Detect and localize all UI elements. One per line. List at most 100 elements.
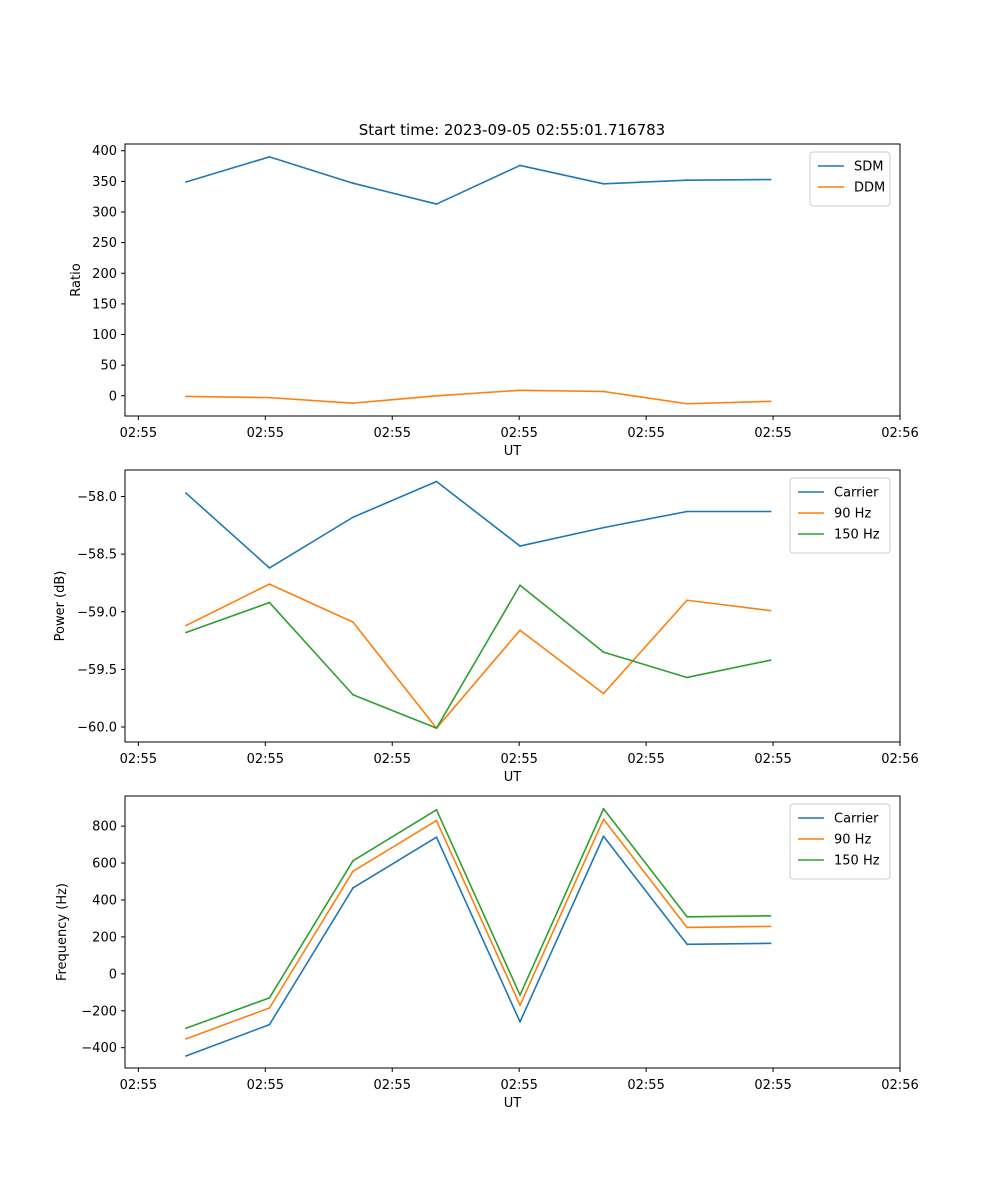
y-tick-label: 600 [92, 857, 117, 872]
data-point-sdm [769, 178, 772, 181]
legend-label: 90 Hz [834, 507, 871, 522]
data-point-150-hz [519, 994, 521, 996]
x-tick-label: 02:55 [754, 426, 791, 441]
y-tick-label: 800 [92, 820, 117, 835]
x-tick-label: 02:55 [500, 752, 537, 767]
data-point-90-hz [519, 1004, 521, 1007]
data-point-150-hz [352, 693, 354, 696]
data-point-90-hz [519, 629, 521, 632]
data-point-90-hz [602, 692, 605, 695]
data-point-carrier [268, 567, 271, 569]
y-tick-label: 200 [92, 930, 117, 945]
legend-label: DDM [854, 181, 885, 196]
x-tick-label: 02:55 [120, 1078, 157, 1093]
x-tick-label: 02:55 [374, 1078, 411, 1093]
x-tick-label: 02:55 [627, 426, 664, 441]
x-tick-label: 02:55 [754, 752, 791, 767]
data-point-sdm [519, 164, 521, 167]
data-point-150-hz [185, 631, 187, 634]
data-point-carrier [519, 545, 521, 547]
y-tick-label: 0 [109, 389, 117, 404]
data-point-sdm [352, 182, 354, 185]
x-tick-label: 02:55 [627, 1078, 664, 1093]
data-point-90-hz [185, 1037, 187, 1040]
y-tick-label: 350 [92, 175, 117, 190]
data-point-90-hz [769, 925, 772, 928]
data-point-carrier [185, 1055, 187, 1057]
data-point-carrier [435, 836, 438, 839]
y-tick-label: 200 [92, 267, 117, 282]
y-tick-label: −200 [81, 1004, 117, 1019]
axes-frame [124, 795, 901, 1069]
x-tick-label: 02:55 [754, 1078, 791, 1093]
y-axis-label: Power (dB) [53, 571, 68, 642]
x-axis-label: UT [504, 770, 522, 785]
data-point-ddm [268, 396, 271, 399]
data-point-ddm [602, 390, 605, 393]
data-point-sdm [686, 179, 688, 182]
data-point-carrier [602, 526, 605, 529]
data-point-90-hz [352, 870, 354, 873]
data-point-carrier [435, 480, 438, 483]
chart-1: 0 50 100 150 200 250 300 350 400 02:55 02:55 02:55 0… [69, 143, 919, 459]
data-point-150-hz [769, 659, 772, 662]
x-tick-label: 02:56 [881, 426, 918, 441]
data-point-carrier [686, 943, 688, 946]
data-point-carrier [686, 510, 688, 513]
x-tick-label: 02:55 [500, 426, 537, 441]
data-point-90-hz [602, 818, 605, 821]
y-axis-label: Ratio [69, 263, 84, 296]
y-tick-label: 250 [92, 236, 117, 251]
data-point-150-hz [519, 584, 521, 587]
x-tick-label: 02:55 [247, 426, 284, 441]
data-point-90-hz [686, 926, 688, 929]
data-point-150-hz [352, 859, 354, 862]
data-point-90-hz [435, 819, 438, 822]
x-tick-label: 02:56 [881, 752, 918, 767]
axes-frame [124, 469, 901, 743]
data-point-ddm [435, 394, 438, 397]
y-tick-label: 100 [92, 328, 117, 343]
data-point-150-hz [268, 601, 271, 604]
data-point-150-hz [435, 808, 438, 811]
x-tick-label: 02:55 [247, 1078, 284, 1093]
chart-2: −58.0 −58.5 −59.0 −59.5 −60.0 02:55 02:55 02:55… [53, 469, 919, 785]
figure-title: Start time: 2023-09-05 02:55:01.716783 [359, 121, 665, 139]
data-point-150-hz [686, 915, 688, 918]
data-point-ddm [352, 402, 354, 405]
x-axis-label: UT [504, 444, 522, 459]
data-point-ddm [686, 402, 688, 405]
x-tick-label: 02:55 [120, 426, 157, 441]
series-line-ddm [185, 389, 771, 405]
data-point-carrier [519, 1020, 521, 1023]
x-tick-label: 02:55 [247, 752, 284, 767]
legend-label: Carrier [834, 812, 879, 827]
x-tick-label: 02:55 [500, 1078, 537, 1093]
data-point-90-hz [185, 624, 187, 627]
y-tick-label: 0 [109, 967, 117, 982]
legend-label: SDM [854, 160, 883, 175]
data-point-150-hz [185, 1027, 187, 1030]
data-point-sdm [435, 203, 438, 205]
legend-label: 90 Hz [834, 833, 871, 848]
data-point-carrier [352, 887, 354, 889]
x-tick-label: 02:55 [374, 752, 411, 767]
y-tick-label: −59.0 [77, 605, 117, 620]
y-tick-label: −400 [81, 1041, 117, 1056]
data-point-150-hz [769, 914, 772, 917]
y-tick-label: −60.0 [77, 721, 117, 736]
series-line-90-hz [185, 583, 771, 729]
series-line-90-hz [185, 818, 771, 1040]
data-point-90-hz [352, 621, 354, 624]
data-point-90-hz [268, 583, 271, 586]
data-point-150-hz [602, 807, 605, 810]
series-line-sdm [185, 156, 771, 205]
y-tick-label: −58.0 [77, 490, 117, 505]
data-point-90-hz [769, 609, 772, 612]
y-axis-label: Frequency (Hz) [55, 883, 70, 981]
x-tick-label: 02:55 [627, 752, 664, 767]
data-point-150-hz [602, 651, 605, 654]
data-point-carrier [185, 492, 187, 494]
x-axis-label: UT [504, 1096, 522, 1111]
x-tick-label: 02:55 [120, 752, 157, 767]
